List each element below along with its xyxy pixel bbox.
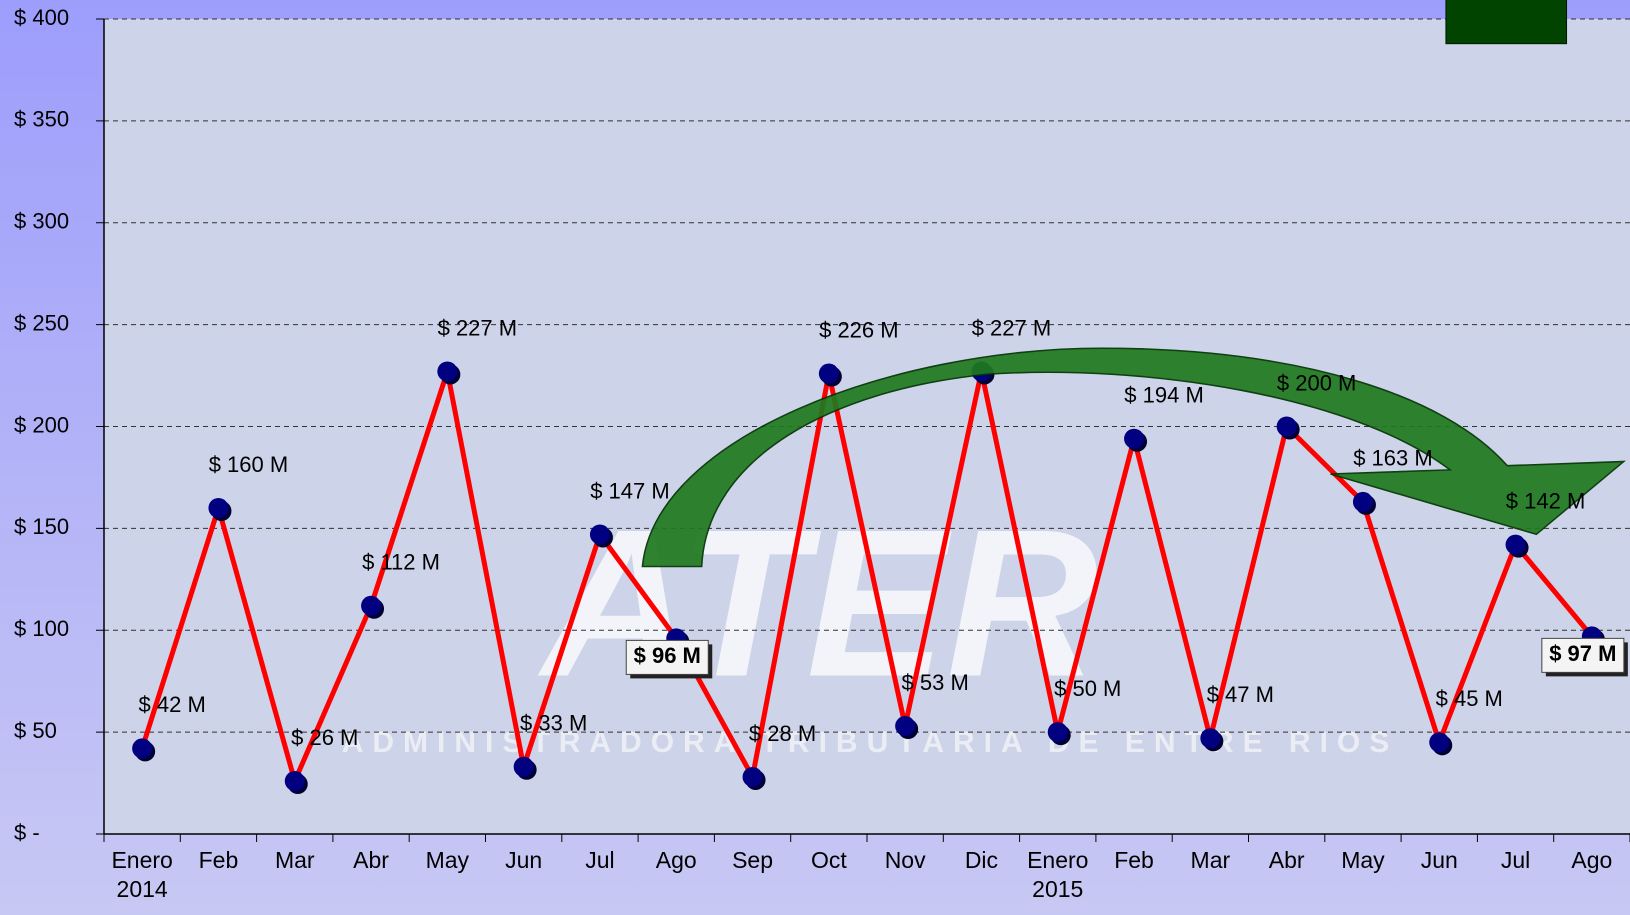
x-tick-label: Nov bbox=[884, 847, 926, 873]
marker bbox=[818, 363, 839, 384]
marker bbox=[132, 738, 153, 759]
marker bbox=[284, 771, 305, 792]
marker bbox=[1047, 722, 1068, 743]
x-tick-label: Sep bbox=[732, 847, 774, 873]
value-label: $ 147 M bbox=[590, 478, 670, 503]
marker bbox=[1505, 534, 1526, 555]
x-tick-label: Feb bbox=[198, 847, 239, 873]
value-label: $ 53 M bbox=[902, 670, 969, 695]
x-tick-label: Enero 2014 bbox=[111, 847, 173, 902]
x-tick-label: May bbox=[1341, 847, 1385, 873]
x-tick-label: Jun bbox=[505, 847, 543, 873]
value-label: $ 33 M bbox=[520, 711, 587, 736]
value-label: $ 28 M bbox=[749, 721, 816, 746]
value-label: $ 42 M bbox=[139, 692, 206, 717]
marker bbox=[1200, 728, 1221, 749]
value-label: $ 200 M bbox=[1277, 370, 1357, 395]
watermark-subtitle: ADMINISTRADORA TRIBUTARIA DE ENTRE RIOS bbox=[342, 726, 1399, 759]
x-tick-label: Dic bbox=[964, 847, 999, 873]
x-tick-label: Jul bbox=[585, 847, 615, 873]
value-label: $ 142 M bbox=[1506, 488, 1586, 513]
marker bbox=[1352, 491, 1373, 512]
green-box bbox=[1445, 0, 1568, 45]
x-tick-label: Enero 2015 bbox=[1027, 847, 1089, 902]
value-label: $ 47 M bbox=[1207, 682, 1274, 707]
value-label: $ 163 M bbox=[1353, 446, 1433, 471]
x-tick-label: Abr bbox=[1268, 847, 1305, 873]
x-tick-label: Ago bbox=[655, 847, 697, 873]
x-tick-label: May bbox=[425, 847, 470, 873]
watermark-title: ATER bbox=[537, 485, 1098, 720]
x-tick-label: Jul bbox=[1500, 847, 1531, 873]
marker bbox=[437, 361, 458, 382]
y-tick-label: $ 150 bbox=[14, 514, 69, 539]
marker bbox=[1276, 416, 1297, 437]
value-label: $ 97 M bbox=[1549, 641, 1616, 666]
data-line bbox=[139, 368, 1594, 784]
marker bbox=[742, 766, 763, 787]
arrow bbox=[641, 0, 1626, 568]
value-label: $ 112 M bbox=[362, 550, 440, 575]
green-arrow bbox=[641, 347, 1626, 568]
value-label: $ 96 M bbox=[634, 643, 701, 668]
y-tick-label: $ - bbox=[14, 820, 40, 845]
marker bbox=[895, 716, 916, 737]
y-tick-label: $ 350 bbox=[14, 107, 69, 132]
value-label: $ 227 M bbox=[972, 315, 1052, 340]
value-label: $ 50 M bbox=[1054, 676, 1121, 701]
value-label: $ 194 M bbox=[1124, 383, 1204, 408]
marker bbox=[208, 498, 229, 518]
x-tick-label: Mar bbox=[1190, 847, 1231, 873]
x-tick-label: Ago bbox=[1571, 847, 1613, 873]
y-tick-label: $ 250 bbox=[14, 310, 69, 335]
y-tick-label: $ 300 bbox=[14, 209, 69, 234]
x-tick-label: Jun bbox=[1420, 847, 1458, 873]
y-tick-label: $ 100 bbox=[14, 616, 69, 641]
x-tick-label: Feb bbox=[1114, 847, 1154, 873]
x-tick-label: Mar bbox=[274, 847, 315, 873]
value-label: $ 45 M bbox=[1436, 686, 1503, 711]
y-tick-label: $ 400 bbox=[14, 5, 69, 30]
marker bbox=[1124, 428, 1145, 449]
x-tick-label: Abr bbox=[353, 847, 389, 873]
label-box bbox=[625, 639, 709, 675]
marker bbox=[1429, 732, 1450, 753]
y-tick-label: $ 50 bbox=[14, 718, 57, 743]
label-box bbox=[1541, 637, 1625, 673]
x-tick-label: Oct bbox=[810, 847, 847, 873]
marker bbox=[513, 756, 534, 777]
marker bbox=[589, 524, 610, 545]
value-label: $ 160 M bbox=[209, 452, 289, 477]
marker bbox=[361, 595, 382, 616]
y-tick-label: $ 200 bbox=[14, 412, 69, 437]
value-label: $ 26 M bbox=[291, 725, 358, 750]
value-label: $ 227 M bbox=[438, 315, 518, 340]
value-label: $ 226 M bbox=[819, 317, 899, 342]
